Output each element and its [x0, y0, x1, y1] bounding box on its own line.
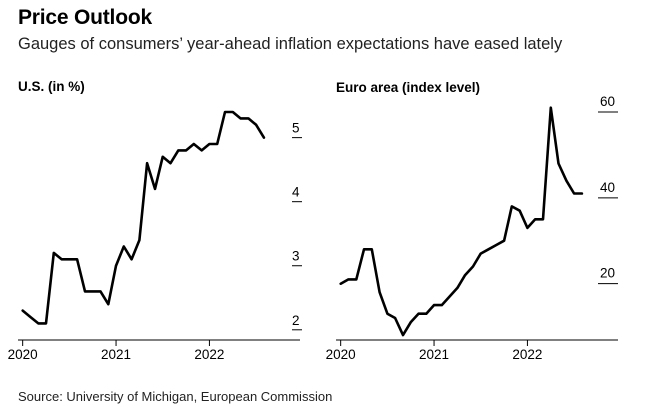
us-panel-title: U.S. (in %) — [18, 79, 85, 94]
us-x-tick-label-2020: 2020 — [8, 347, 38, 362]
us-y-tick-label-2: 2 — [292, 313, 300, 328]
us-x-tick-label-2022: 2022 — [194, 347, 224, 362]
euro-x-tick-label-2022: 2022 — [512, 347, 542, 362]
euro-series-line-0 — [339, 106, 584, 337]
chart-subtitle: Gauges of consumers’ year-ahead inflatio… — [18, 35, 563, 53]
euro-y-tick-label-60: 60 — [600, 94, 615, 109]
euro-y-tick-label-20: 20 — [600, 266, 615, 281]
euro-panel-title: Euro area (index level) — [336, 80, 480, 95]
us-series-line-0 — [21, 110, 266, 325]
us-y-tick-label-4: 4 — [292, 185, 300, 200]
us-x-tick-label-2021: 2021 — [101, 347, 131, 362]
us-y-tick-label-3: 3 — [292, 249, 300, 264]
chart-title: Price Outlook — [18, 6, 152, 29]
us-y-tick-label-5: 5 — [292, 121, 300, 136]
euro-x-tick-label-2021: 2021 — [419, 347, 449, 362]
euro-y-tick-label-40: 40 — [600, 180, 615, 195]
source-note: Source: University of Michigan, European… — [18, 389, 333, 404]
euro-x-tick-label-2020: 2020 — [326, 347, 356, 362]
